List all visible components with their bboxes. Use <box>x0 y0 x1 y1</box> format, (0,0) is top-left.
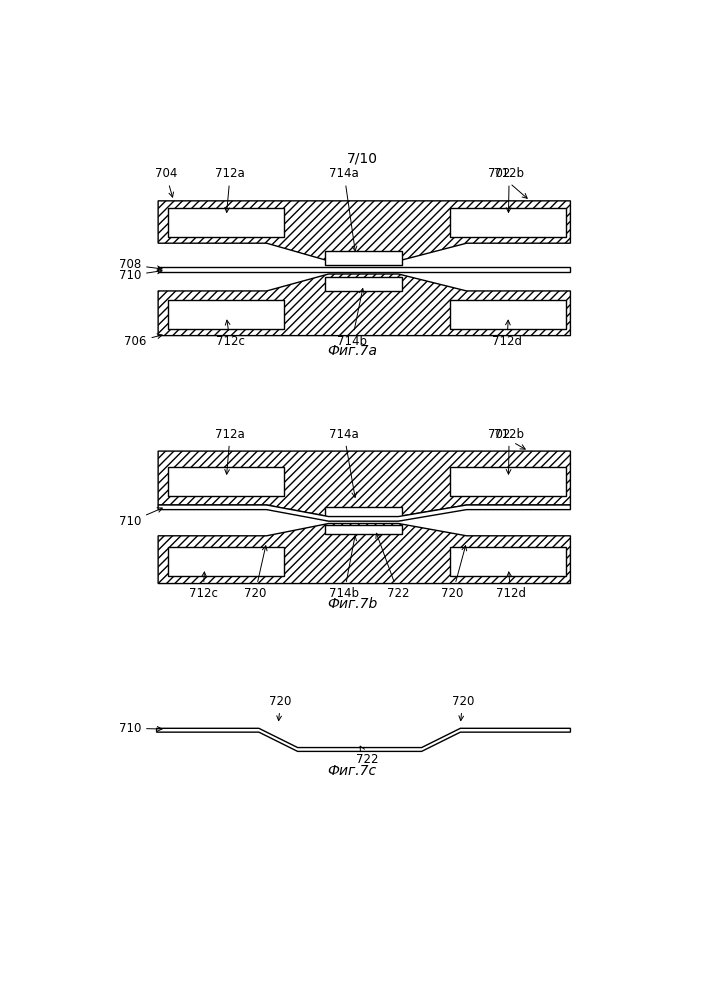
Text: 712d: 712d <box>492 320 522 348</box>
Polygon shape <box>158 451 571 517</box>
Text: Фиг.7b: Фиг.7b <box>327 597 377 611</box>
Text: Фиг.7c: Фиг.7c <box>327 764 376 778</box>
Text: 710: 710 <box>119 722 162 735</box>
Text: 720: 720 <box>452 695 474 721</box>
Bar <box>450 208 566 237</box>
Bar <box>168 208 284 237</box>
Text: 702: 702 <box>488 428 525 449</box>
Text: 710: 710 <box>119 508 163 528</box>
Text: 710: 710 <box>119 269 162 282</box>
Bar <box>168 547 284 576</box>
Text: 722: 722 <box>356 746 379 766</box>
Text: 712b: 712b <box>494 167 524 212</box>
Bar <box>325 251 402 265</box>
Bar <box>325 525 402 534</box>
Text: 708: 708 <box>119 258 162 271</box>
Text: 714a: 714a <box>329 167 359 251</box>
Text: 722: 722 <box>376 533 409 600</box>
Bar <box>168 466 284 496</box>
Bar <box>325 277 402 291</box>
Text: 704: 704 <box>155 167 177 197</box>
Text: 712c: 712c <box>216 320 245 348</box>
Text: Фиг.7a: Фиг.7a <box>327 344 377 358</box>
Bar <box>450 466 566 496</box>
Polygon shape <box>158 201 571 261</box>
Text: 714a: 714a <box>329 428 359 497</box>
Text: 7/10: 7/10 <box>346 151 378 165</box>
Text: 702: 702 <box>488 167 527 198</box>
Polygon shape <box>158 505 571 521</box>
Text: 720: 720 <box>269 695 292 721</box>
Polygon shape <box>158 274 571 336</box>
Text: 712a: 712a <box>216 428 245 474</box>
Text: 712b: 712b <box>494 428 524 474</box>
Text: 712d: 712d <box>496 572 526 600</box>
Text: 714b: 714b <box>337 289 367 348</box>
Bar <box>325 507 402 520</box>
Bar <box>158 267 571 272</box>
Text: 720: 720 <box>244 546 267 600</box>
Text: 712c: 712c <box>189 572 218 600</box>
Text: 706: 706 <box>124 334 162 348</box>
Bar <box>450 547 566 576</box>
Text: 714b: 714b <box>329 536 359 600</box>
Bar <box>168 300 284 329</box>
Text: 720: 720 <box>441 546 467 600</box>
Text: 712a: 712a <box>216 167 245 212</box>
Polygon shape <box>156 728 571 751</box>
Polygon shape <box>158 523 571 584</box>
Bar <box>450 300 566 329</box>
